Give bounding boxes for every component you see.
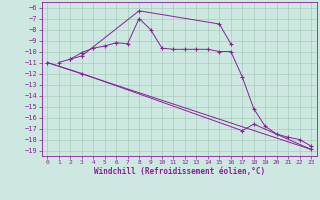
X-axis label: Windchill (Refroidissement éolien,°C): Windchill (Refroidissement éolien,°C) — [94, 167, 265, 176]
